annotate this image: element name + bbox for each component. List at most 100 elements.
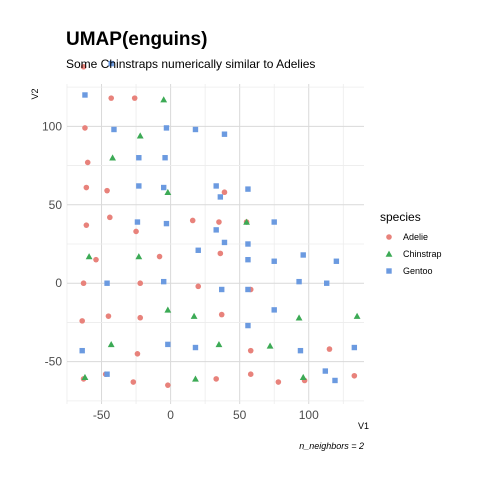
- data-point-adelie: [189, 217, 196, 224]
- data-point-chinstrap: [215, 340, 223, 348]
- data-point-gentoo: [245, 256, 251, 263]
- data-point-adelie: [221, 189, 228, 196]
- data-point-gentoo: [271, 258, 277, 264]
- data-point-gentoo: [104, 280, 110, 286]
- y-tick-label: 0: [55, 276, 62, 290]
- data-point-chinstrap: [243, 218, 250, 225]
- y-tick-label: 100: [42, 119, 62, 133]
- data-point-adelie: [326, 346, 333, 352]
- data-point-gentoo: [296, 278, 302, 285]
- y-tick-label: 50: [49, 198, 63, 212]
- data-point-adelie: [218, 311, 225, 318]
- data-point-gentoo: [221, 131, 228, 137]
- data-point-adelie: [134, 351, 141, 357]
- data-points: [79, 60, 361, 388]
- data-point-adelie: [80, 280, 87, 287]
- data-point-gentoo: [333, 258, 340, 264]
- data-point-gentoo: [136, 183, 142, 189]
- data-point-chinstrap: [190, 312, 198, 319]
- data-point-gentoo: [192, 344, 199, 351]
- data-point-chinstrap: [85, 253, 93, 260]
- data-point-gentoo: [160, 184, 167, 191]
- data-point-gentoo: [160, 278, 167, 285]
- data-point-adelie: [351, 372, 358, 379]
- data-point-gentoo: [213, 183, 219, 189]
- data-point-gentoo: [217, 194, 224, 200]
- data-point-adelie: [275, 379, 282, 385]
- data-point-adelie: [165, 382, 171, 388]
- axis-ticks: -50 0 50 100 -50 0 50 100: [42, 119, 319, 422]
- data-point-gentoo: [271, 219, 277, 225]
- grid: [66, 84, 364, 404]
- legend-label: Gentoo: [403, 266, 433, 276]
- legend-label: Adelie: [403, 232, 428, 242]
- data-point-gentoo: [79, 347, 85, 354]
- data-point-adelie: [195, 283, 202, 290]
- data-point-chinstrap: [160, 96, 168, 103]
- legend-item-adelie: Adelie: [386, 232, 428, 242]
- legend-label: Chinstrap: [403, 249, 442, 259]
- data-point-gentoo: [219, 286, 225, 293]
- legend-key-adelie: [386, 234, 392, 240]
- data-point-chinstrap: [107, 340, 115, 348]
- data-point-gentoo: [245, 322, 251, 329]
- data-point-adelie: [137, 314, 144, 321]
- chart-title: UMAP(enguins): [66, 29, 207, 50]
- data-point-gentoo: [322, 368, 329, 374]
- legend-key-chinstrap: [385, 250, 393, 257]
- data-point-adelie: [130, 379, 137, 385]
- legend-key-gentoo: [386, 268, 392, 274]
- data-point-adelie: [108, 95, 115, 101]
- data-point-gentoo: [271, 307, 277, 313]
- data-point-chinstrap: [295, 314, 303, 321]
- data-point-chinstrap: [136, 132, 144, 139]
- series-adelie: [79, 63, 358, 388]
- data-point-adelie: [213, 376, 219, 382]
- data-point-gentoo: [245, 286, 251, 293]
- data-point-gentoo: [297, 347, 304, 354]
- data-point-gentoo: [136, 155, 142, 161]
- x-tick-label: 100: [299, 408, 319, 422]
- data-point-adelie: [156, 253, 163, 260]
- y-axis-label: V2: [30, 88, 40, 99]
- legend-title: species: [380, 210, 421, 224]
- data-point-chinstrap: [192, 375, 199, 382]
- legend-item-gentoo: Gentoo: [386, 266, 433, 276]
- x-tick-label: 50: [233, 408, 247, 422]
- data-point-chinstrap: [164, 188, 172, 195]
- series-gentoo: [79, 60, 358, 384]
- data-point-gentoo: [165, 341, 171, 348]
- data-point-gentoo: [245, 241, 251, 247]
- data-point-adelie: [93, 256, 99, 263]
- data-point-chinstrap: [81, 373, 89, 381]
- data-point-gentoo: [351, 344, 358, 351]
- data-point-adelie: [83, 222, 90, 228]
- data-point-gentoo: [134, 219, 141, 225]
- data-point-adelie: [82, 125, 88, 131]
- y-tick-label: -50: [45, 355, 63, 369]
- data-point-adelie: [137, 280, 144, 287]
- data-point-gentoo: [221, 239, 228, 246]
- data-point-adelie: [131, 95, 138, 101]
- data-point-gentoo: [332, 377, 338, 384]
- data-point-adelie: [133, 228, 139, 235]
- data-point-adelie: [84, 159, 91, 166]
- data-point-gentoo: [162, 155, 168, 161]
- legend: species Adelie Chinstrap Gentoo: [380, 210, 442, 276]
- x-tick-label: -50: [93, 408, 111, 422]
- data-point-gentoo: [163, 125, 170, 131]
- data-point-adelie: [104, 187, 110, 194]
- data-point-gentoo: [108, 60, 114, 67]
- data-point-gentoo: [195, 247, 201, 253]
- data-point-adelie: [83, 184, 90, 191]
- data-point-adelie: [216, 219, 222, 225]
- data-point-adelie: [247, 347, 254, 354]
- data-point-adelie: [79, 318, 85, 324]
- data-point-adelie: [247, 371, 254, 377]
- data-point-gentoo: [192, 126, 199, 133]
- data-point-adelie: [105, 313, 112, 319]
- data-point-gentoo: [111, 126, 117, 133]
- data-point-chinstrap: [299, 373, 307, 381]
- data-point-chinstrap: [353, 312, 361, 319]
